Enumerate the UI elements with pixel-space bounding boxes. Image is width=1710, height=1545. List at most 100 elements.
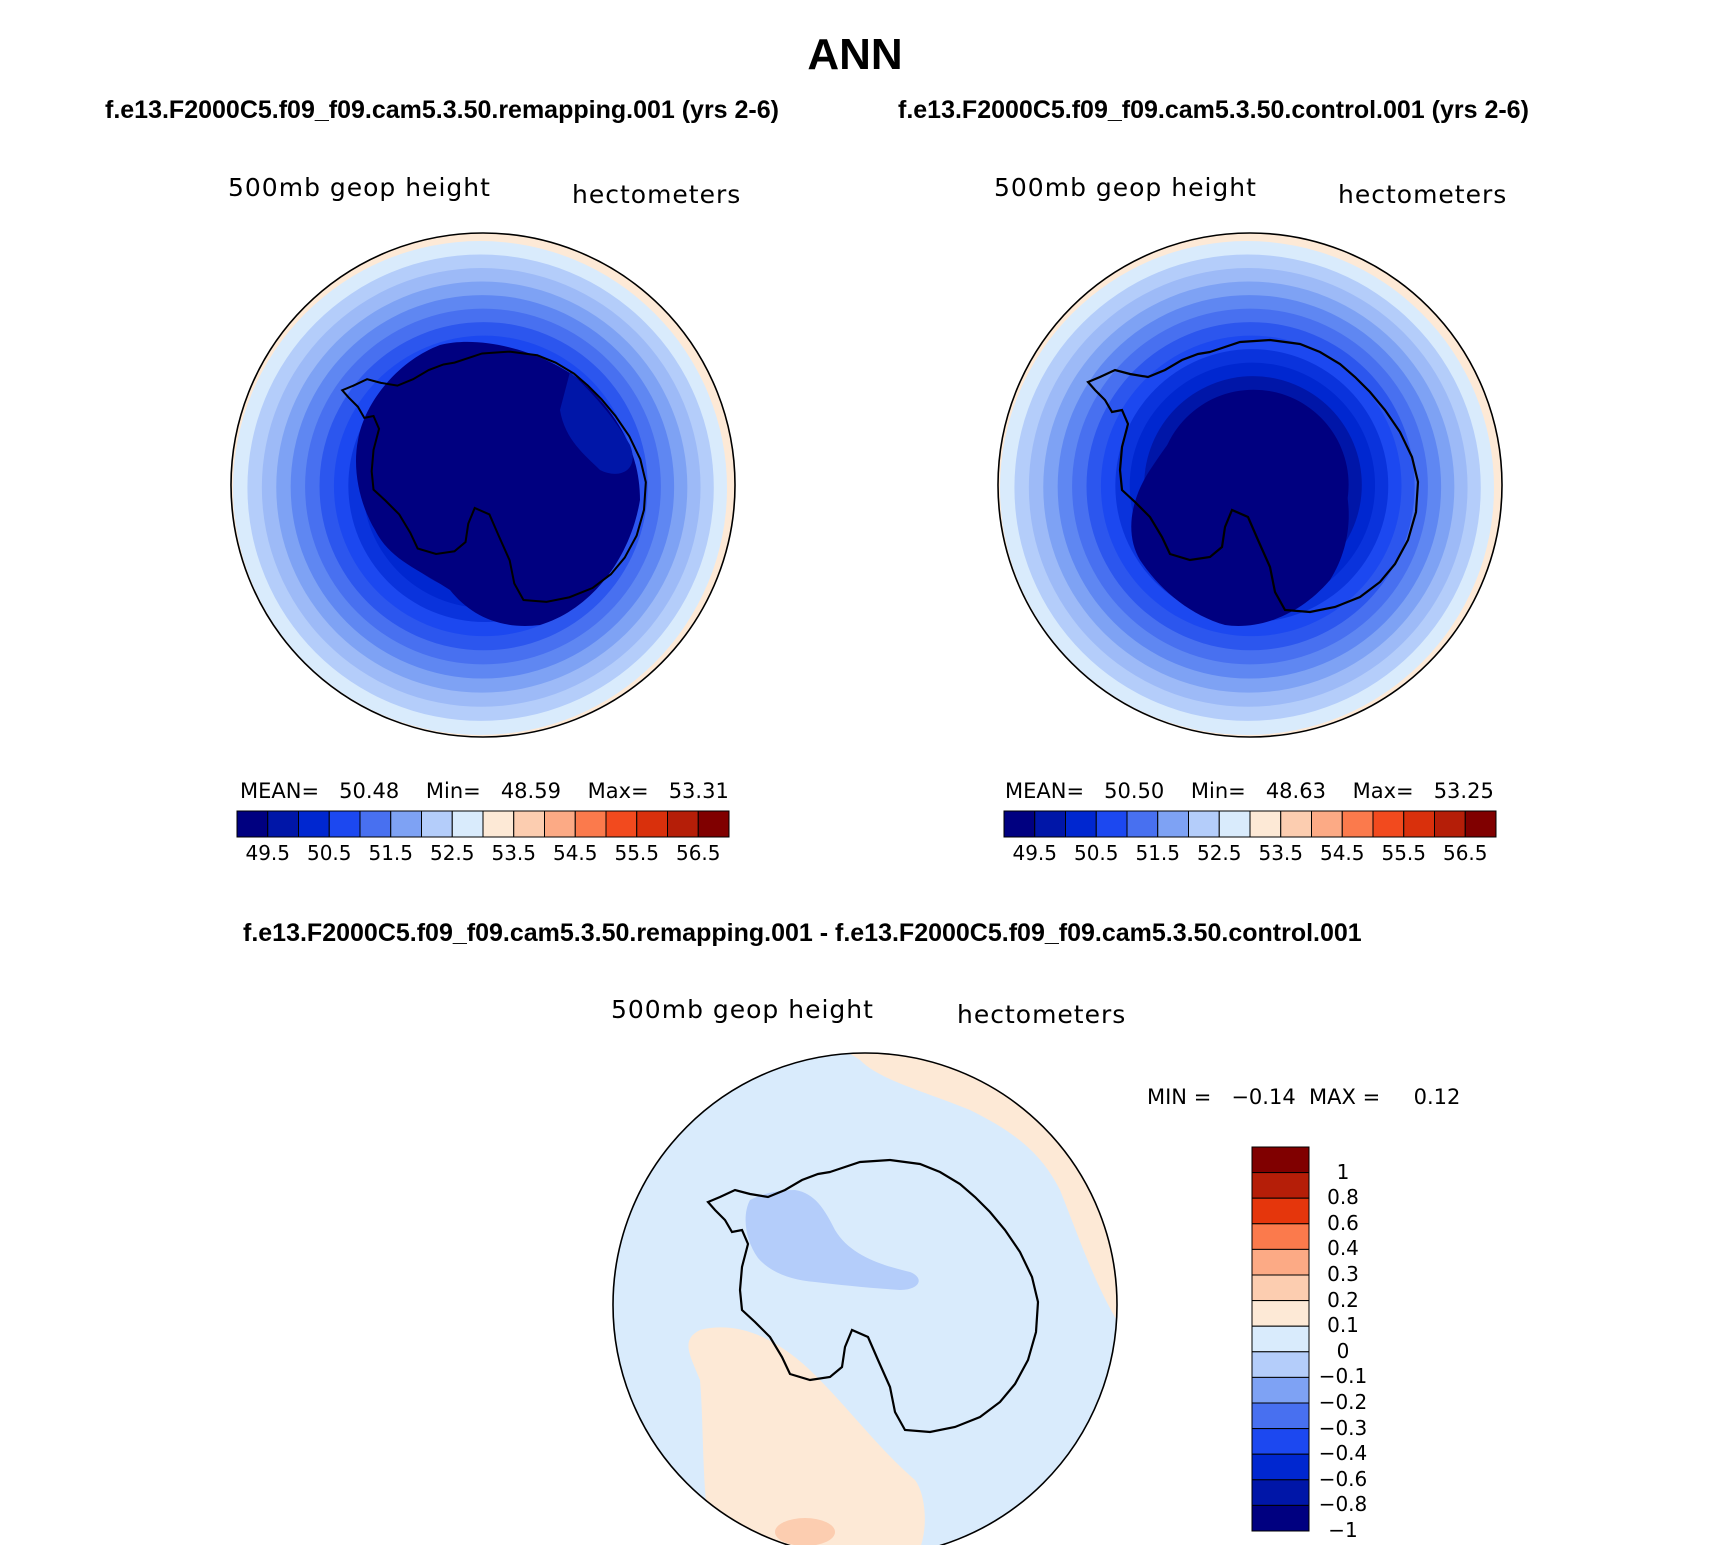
panel-1-units-label: hectometers	[572, 180, 742, 209]
panel-2-map	[998, 233, 1502, 737]
colorbar-tick-label: 54.5	[552, 841, 598, 865]
colorbar-swatch	[1251, 1223, 1310, 1250]
colorbar-swatch	[1372, 810, 1405, 838]
difference-variable-label: 500mb geop height	[611, 995, 874, 1024]
colorbar-swatch	[1251, 1351, 1310, 1378]
difference-min-label: MIN =	[1147, 1085, 1212, 1109]
colorbar-tick-label: 49.5	[245, 841, 291, 865]
panel-2-mean-value: 50.50	[1104, 779, 1165, 803]
panel-1-mean-value: 50.48	[339, 779, 400, 803]
colorbar-swatch	[513, 810, 545, 838]
colorbar-swatch	[1311, 810, 1343, 838]
panel-2-max-label: Max=	[1352, 779, 1414, 803]
colorbar-swatch	[1280, 810, 1312, 838]
panel-2-colorbar	[1003, 810, 1497, 838]
colorbar-swatch	[544, 810, 576, 838]
difference-case-title: f.e13.F2000C5.f09_f09.cam5.3.50.remappin…	[243, 919, 1362, 947]
colorbar-swatch	[421, 810, 453, 838]
colorbar-swatch	[1251, 1172, 1310, 1199]
colorbar-swatch	[1251, 1274, 1310, 1302]
colorbar-swatch	[1251, 1248, 1310, 1276]
difference-stats: MIN = −0.14 MAX = 0.12	[1147, 1085, 1460, 1109]
colorbar-swatch	[451, 810, 484, 838]
panel-1-max-value: 53.31	[668, 779, 729, 803]
figure-title: ANN	[807, 30, 903, 79]
difference-units-label: hectometers	[957, 1000, 1127, 1029]
colorbar-tick-label: 53.5	[1258, 841, 1304, 865]
colorbar-tick-label: 54.5	[1319, 841, 1365, 865]
colorbar-swatch	[1251, 1300, 1310, 1327]
panel-1-stats: MEAN= 50.48 Min= 48.59 Max= 53.31	[240, 779, 729, 803]
difference-max-label: MAX =	[1309, 1085, 1381, 1109]
panel-1-min-label: Min=	[425, 779, 481, 803]
colorbar-tick-label: 51.5	[368, 841, 414, 865]
colorbar-swatch	[298, 810, 330, 838]
panel-2-low-core	[1131, 397, 1349, 626]
colorbar-tick-label: 49.5	[1012, 841, 1058, 865]
colorbar-swatch	[1218, 810, 1251, 838]
colorbar-tick-label: 53.5	[491, 841, 537, 865]
panel-1-case-title: f.e13.F2000C5.f09_f09.cam5.3.50.remappin…	[105, 96, 779, 124]
colorbar-tick-label: 1	[1336, 1159, 1350, 1184]
colorbar-tick-label: −0.3	[1318, 1415, 1368, 1440]
colorbar-tick-label: 56.5	[675, 841, 721, 865]
colorbar-swatch	[1464, 810, 1497, 838]
difference-min-value: −0.14	[1231, 1085, 1296, 1109]
colorbar-tick-label: 0.1	[1327, 1313, 1359, 1338]
panel-1-map-border	[230, 232, 736, 738]
colorbar-swatch	[267, 810, 299, 838]
colorbar-tick-label: −0.1	[1318, 1364, 1368, 1389]
panel-1-map	[231, 233, 735, 737]
colorbar-swatch	[1251, 1402, 1310, 1430]
panel-2-min-value: 48.63	[1265, 779, 1326, 803]
colorbar-tick-label: 51.5	[1135, 841, 1181, 865]
panel-2-min-label: Min=	[1190, 779, 1246, 803]
colorbar-swatch	[1126, 810, 1159, 838]
colorbar-swatch	[1249, 810, 1282, 838]
panel-2-map-border	[997, 232, 1503, 738]
colorbar-swatch	[359, 810, 392, 838]
panel-2-units-label: hectometers	[1338, 180, 1508, 209]
colorbar-tick-label: −0.4	[1318, 1441, 1368, 1466]
colorbar-tick-label: −0.2	[1318, 1390, 1368, 1414]
colorbar-swatch	[236, 810, 269, 838]
colorbar-tick-label: 0.3	[1327, 1262, 1359, 1286]
colorbar-swatch	[1434, 810, 1466, 838]
panel-1-colorbar	[236, 810, 730, 838]
difference-positive-region-west	[688, 1327, 925, 1545]
panel-2-variable-label: 500mb geop height	[994, 173, 1257, 202]
colorbar-swatch	[1034, 810, 1066, 838]
colorbar-swatch	[390, 810, 422, 838]
panel-2-case-title: f.e13.F2000C5.f09_f09.cam5.3.50.control.…	[898, 96, 1529, 124]
colorbar-swatch	[1341, 810, 1374, 838]
colorbar-tick-label: 52.5	[429, 841, 475, 865]
colorbar-swatch	[1251, 1453, 1310, 1481]
colorbar-swatch	[482, 810, 515, 838]
panel-1-variable-label: 500mb geop height	[228, 173, 491, 202]
colorbar-tick-label: 52.5	[1196, 841, 1242, 865]
difference-map	[613, 1053, 1117, 1545]
panel-1-max-label: Max=	[587, 779, 649, 803]
colorbar-tick-label: 55.5	[1381, 841, 1427, 865]
colorbar-tick-label: 55.5	[614, 841, 660, 865]
colorbar-swatch	[697, 810, 730, 838]
colorbar-tick-label: 0	[1336, 1338, 1350, 1363]
colorbar-tick-label: 0.8	[1327, 1185, 1359, 1210]
difference-max-value: 0.12	[1413, 1085, 1461, 1109]
colorbar-tick-label: 56.5	[1442, 841, 1488, 865]
difference-negative-region	[745, 1190, 919, 1290]
colorbar-swatch	[574, 810, 607, 838]
colorbar-swatch	[328, 810, 361, 838]
colorbar-tick-label: −0.8	[1318, 1492, 1368, 1517]
colorbar-tick-label: 50.5	[1073, 841, 1119, 865]
panel-2-stats: MEAN= 50.50 Min= 48.63 Max= 53.25	[1005, 779, 1494, 803]
colorbar-swatch	[1188, 810, 1220, 838]
colorbar-swatch	[667, 810, 699, 838]
colorbar-tick-label: 50.5	[306, 841, 352, 865]
colorbar-swatch	[1251, 1428, 1310, 1455]
colorbar-swatch	[636, 810, 668, 838]
panel-1-mean-label: MEAN=	[240, 779, 320, 803]
colorbar-swatch	[1003, 810, 1036, 838]
panel-1-min-value: 48.59	[500, 779, 561, 803]
